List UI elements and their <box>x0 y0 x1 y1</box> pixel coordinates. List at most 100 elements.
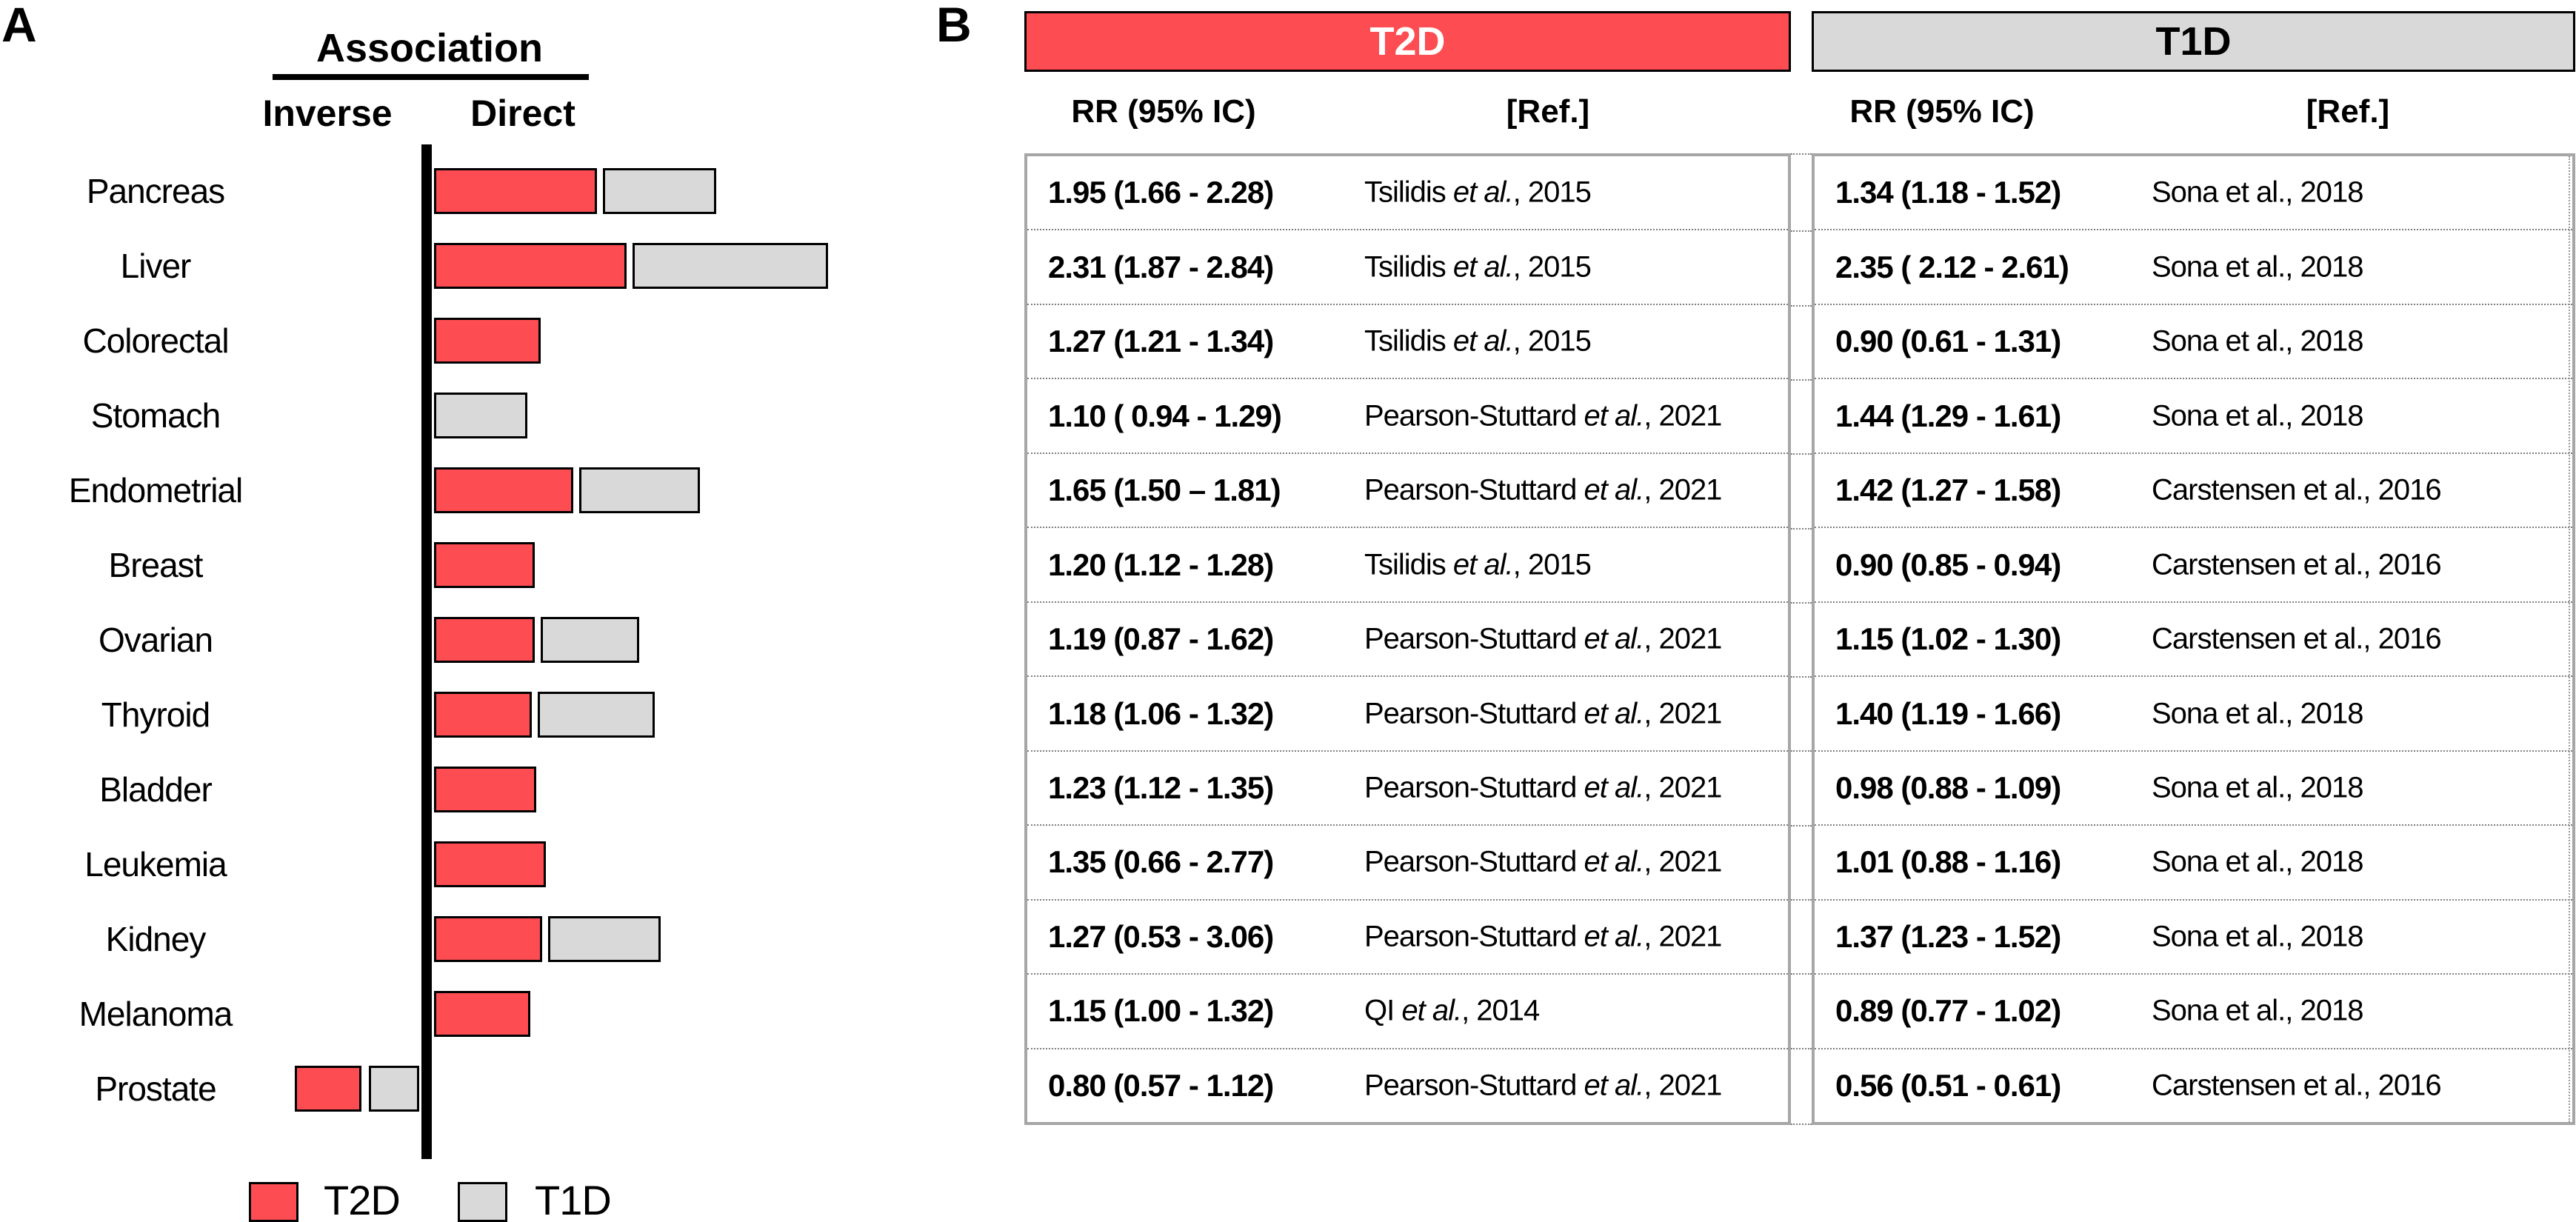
chart-row-thyroid: Thyroid <box>0 677 963 752</box>
t1d-ref-value: Sona et al., 2018 <box>2152 920 2363 953</box>
t1d-table-row: 1.40 (1.19 - 1.66) Sona et al., 2018 <box>1815 675 2572 749</box>
t1d-rr-value: 1.34 (1.18 - 1.52) <box>1835 175 2061 210</box>
row-label-ovarian: Ovarian <box>98 620 213 659</box>
t1d-rr-value: 1.42 (1.27 - 1.58) <box>1835 473 2061 508</box>
t2d-ref-value: Pearson-Stuttard et al., 2021 <box>1364 622 1722 655</box>
row-label-endometrial: Endometrial <box>68 470 243 510</box>
et-al-italic: et al. <box>1584 771 1645 804</box>
gap-dotted-line <box>1791 153 1812 155</box>
gap-dotted-line <box>1791 304 1812 307</box>
legend-label-t1d: T1D <box>535 1177 612 1222</box>
et-al-italic: et al. <box>1584 399 1645 433</box>
row-label-melanoma: Melanoma <box>79 994 233 1033</box>
t1d-ref-value: Sona et al., 2018 <box>2152 399 2363 433</box>
t2d-ref-value: Tsilidis et al., 2015 <box>1364 176 1592 209</box>
legend-swatch-t1d <box>458 1182 507 1222</box>
t1d-table-row: 2.35 ( 2.12 - 2.61) Sona et al., 2018 <box>1815 229 2572 303</box>
t2d-rr-value: 2.31 (1.87 - 2.84) <box>1048 249 1274 284</box>
t1d-bar-endometrial <box>579 467 700 513</box>
t2d-table-header: T2D <box>1024 11 1791 72</box>
t2d-rr-value: 1.95 (1.66 - 2.28) <box>1048 175 1274 210</box>
t2d-ref-column-header: [Ref.] <box>1506 93 1590 130</box>
t1d-bar-pancreas <box>603 168 716 214</box>
t1d-rr-value: 0.56 (0.51 - 0.61) <box>1835 1067 2061 1103</box>
t2d-table-row: 1.27 (1.21 - 1.34) Tsilidis et al., 2015 <box>1027 303 1788 378</box>
t1d-rr-value: 1.44 (1.29 - 1.61) <box>1835 398 2061 433</box>
gap-dotted-line <box>1791 973 1812 975</box>
chart-row-endometrial: Endometrial <box>0 453 963 527</box>
panel-a-label: A <box>1 0 37 52</box>
t2d-bar-melanoma <box>434 991 530 1037</box>
t2d-bar-liver <box>434 243 627 289</box>
t1d-ref-column-header: [Ref.] <box>2306 93 2390 130</box>
t2d-ref-value: Pearson-Stuttard et al., 2021 <box>1364 771 1722 804</box>
gap-dotted-line <box>1791 824 1812 827</box>
gap-dotted-line <box>1791 378 1812 381</box>
gap-dotted-line <box>1791 527 1812 530</box>
t1d-table-row: 1.44 (1.29 - 1.61) Sona et al., 2018 <box>1815 378 2572 452</box>
t2d-bar-prostate <box>295 1066 361 1112</box>
t1d-ref-value: Sona et al., 2018 <box>2152 250 2363 284</box>
t1d-table-row: 1.37 (1.23 - 1.52) Sona et al., 2018 <box>1815 898 2572 973</box>
t2d-rr-value: 1.19 (0.87 - 1.62) <box>1048 621 1274 657</box>
t2d-table-row: 1.10 ( 0.94 - 1.29) Pearson-Stuttard et a… <box>1027 378 1788 452</box>
t1d-rr-column-header: RR (95% IC) <box>1849 93 2035 130</box>
chart-row-bladder: Bladder <box>0 752 963 827</box>
et-al-italic: et al. <box>1584 622 1645 655</box>
t2d-rr-value: 1.15 (1.00 - 1.32) <box>1048 993 1274 1029</box>
t1d-rr-value: 2.35 ( 2.12 - 2.61) <box>1835 249 2069 284</box>
t1d-bar-prostate <box>369 1066 419 1112</box>
t2d-bar-breast <box>434 542 535 588</box>
chart-row-stomach: Stomach <box>0 378 963 453</box>
t1d-rr-value: 1.37 (1.23 - 1.52) <box>1835 918 2061 954</box>
t2d-rr-value: 1.10 ( 0.94 - 1.29) <box>1048 398 1282 433</box>
t2d-bar-thyroid <box>434 692 532 738</box>
t2d-table: 1.95 (1.66 - 2.28) Tsilidis et al., 2015 2… <box>1024 153 1791 1125</box>
t1d-ref-value: Sona et al., 2018 <box>2152 994 2363 1027</box>
t1d-ref-value: Sona et al., 2018 <box>2152 176 2363 209</box>
t2d-table-row: 1.20 (1.12 - 1.28) Tsilidis et al., 2015 <box>1027 527 1788 601</box>
chart-row-liver: Liver <box>0 228 963 303</box>
t1d-table-row: 0.56 (0.51 - 0.61) Carstensen et al., 201… <box>1815 1047 2572 1122</box>
association-title: Association <box>316 26 544 70</box>
et-al-italic: et al. <box>1452 250 1514 284</box>
et-al-italic: et al. <box>1584 473 1645 507</box>
t2d-table-row: 1.65 (1.50 – 1.81) Pearson-Stuttard et al… <box>1027 452 1788 527</box>
t2d-rr-value: 0.80 (0.57 - 1.12) <box>1048 1067 1274 1103</box>
t2d-rr-value: 1.65 (1.50 – 1.81) <box>1048 473 1281 508</box>
row-label-leukemia: Leukemia <box>84 844 227 884</box>
row-label-colorectal: Colorectal <box>82 321 229 360</box>
t1d-ref-value: Sona et al., 2018 <box>2152 845 2363 878</box>
t2d-ref-value: QI et al., 2014 <box>1364 994 1540 1027</box>
table-right-dotted-line <box>2569 156 2570 1122</box>
t1d-table-row: 0.90 (0.85 - 0.94) Carstensen et al., 201… <box>1815 527 2572 601</box>
row-label-liver: Liver <box>120 246 192 285</box>
row-label-breast: Breast <box>108 545 204 584</box>
t1d-ref-value: Carstensen et al., 2016 <box>2152 473 2442 507</box>
t2d-table-row: 1.18 (1.06 - 1.32) Pearson-Stuttard et al… <box>1027 675 1788 749</box>
row-label-thyroid: Thyroid <box>101 695 210 734</box>
t1d-rr-value: 0.90 (0.85 - 0.94) <box>1835 547 2061 582</box>
row-label-prostate: Prostate <box>95 1069 216 1108</box>
gap-dotted-line <box>1791 230 1812 233</box>
t1d-table-row: 0.89 (0.77 - 1.02) Sona et al., 2018 <box>1815 973 2572 1047</box>
t1d-bar-thyroid <box>538 692 655 738</box>
row-label-kidney: Kidney <box>105 919 207 958</box>
t1d-ref-value: Carstensen et al., 2016 <box>2152 1069 2442 1102</box>
et-al-italic: et al. <box>1452 324 1514 358</box>
t1d-rr-value: 1.01 (0.88 - 1.16) <box>1835 844 2061 880</box>
chart-row-pancreas: Pancreas <box>0 153 963 228</box>
t2d-ref-value: Pearson-Stuttard et al., 2021 <box>1364 1069 1722 1102</box>
chart-row-breast: Breast <box>0 527 963 602</box>
t1d-ref-value: Sona et al., 2018 <box>2152 771 2363 804</box>
t1d-bar-liver <box>633 243 828 289</box>
et-al-italic: et al. <box>1584 845 1645 878</box>
t1d-table-row: 1.42 (1.27 - 1.58) Carstensen et al., 201… <box>1815 452 2572 527</box>
t1d-rr-value: 0.90 (0.61 - 1.31) <box>1835 324 2061 359</box>
t2d-ref-value: Pearson-Stuttard et al., 2021 <box>1364 920 1722 953</box>
t2d-rr-value: 1.23 (1.12 - 1.35) <box>1048 769 1274 805</box>
t2d-bar-pancreas <box>434 168 597 214</box>
t2d-bar-ovarian <box>434 617 535 663</box>
legend-label-t2d: T2D <box>324 1177 401 1222</box>
table-gap-strip <box>1791 153 1812 1125</box>
